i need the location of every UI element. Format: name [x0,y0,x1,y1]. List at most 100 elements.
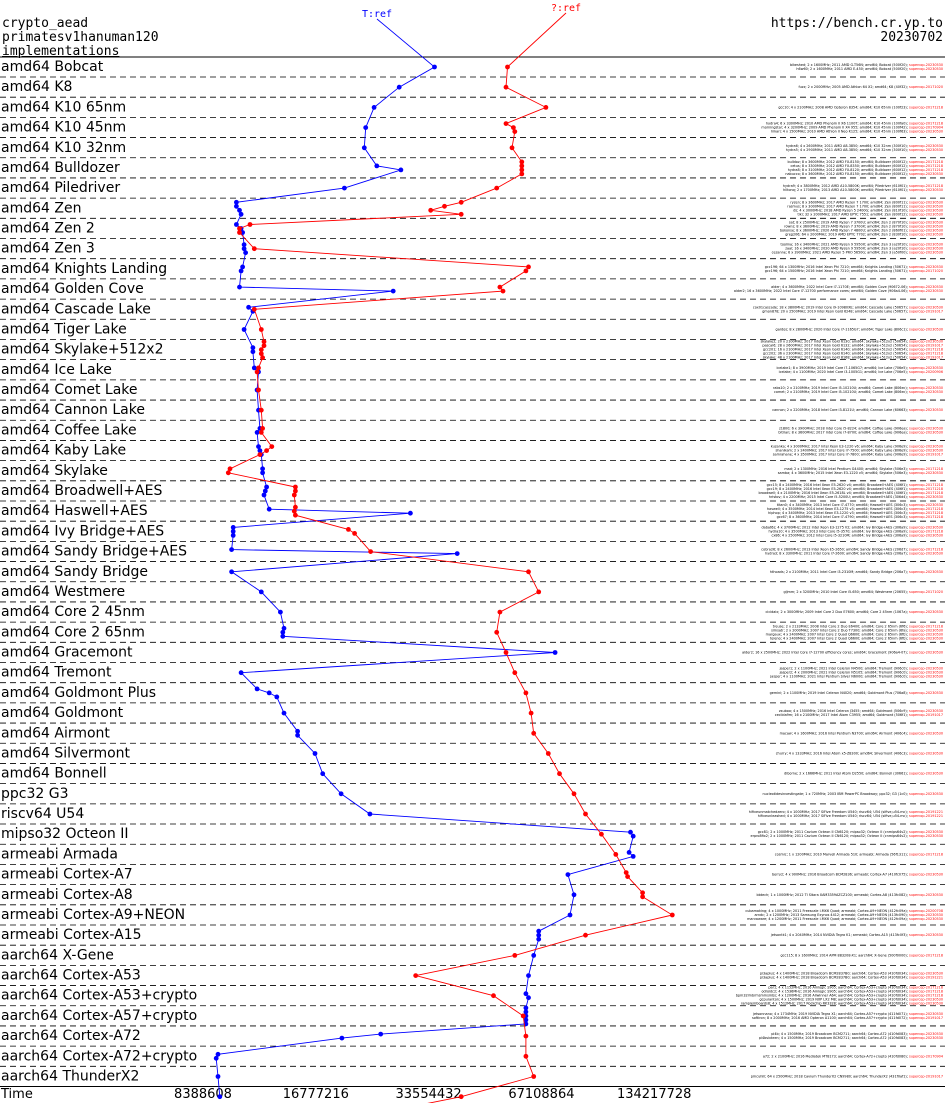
data-point [531,953,537,958]
data-point [269,444,275,449]
data-point [274,694,280,700]
machine-note: gcc202; 36 x 2300MHz; 2017 Intel Xeon Go… [763,352,943,356]
row-label: armeabi Armada [1,846,118,862]
data-point [215,1074,221,1079]
data-point [497,609,503,615]
machine-note: hristov; 4 x 2200MHz; 2015 Intel Core i5… [769,495,943,499]
machine-note: gljmm; 2 x 3200MHz; 2010 Intel Core i5-6… [784,590,944,594]
data-point [237,230,242,235]
row-label: amd64 K8 [1,79,72,95]
data-point [261,339,267,345]
machine-note: sat; 8 x 2500MHz; 2019 AMD Ryzen 7 3700U… [789,221,943,225]
row-label: armeabi Cortex-A15 [1,927,142,943]
machine-note: margaux; 4 x 2400MHz; 2007 Intel Core 2 … [766,632,943,636]
series-line [215,18,635,1097]
machine-note: hthoads; 2 x 2100MHz; 2011 Intel Core i3… [770,570,943,574]
data-point [509,145,515,151]
machine-note: berry2; 4 x 900MHz; 2016 Broadcom BCM283… [772,873,943,877]
machine-note: cubamaking; 4 x 1000MHz; 2011 Freescale … [745,909,943,913]
data-point [630,833,636,839]
data-point [519,171,525,177]
machine-note: pi4b; 4 x 1500MHz; 2019 Broadcom BCM2711… [771,1032,943,1036]
data-point [241,327,247,332]
machine-note: alder2; 16 x 3600MHz; 2022 Intel Core i7… [734,289,943,293]
machine-note: rampiemboards8; 4 x 1512MHz; 2017 Rockch… [741,1002,943,1006]
data-point [526,569,531,575]
implementations-link[interactable]: implementations [2,44,120,59]
machine-note: gcc19; 8 x 2400MHz; 2016 Intel Xeon E5-2… [767,487,943,491]
data-point [293,504,298,510]
data-point [251,246,257,252]
data-point [454,551,460,556]
machine-note: zsuboo; 4 x 1500MHz; 2016 Intel Celeron … [779,709,943,713]
machine-note: odroidc2; 4 x 1536MHz; 2016 Amlogic S905… [761,990,943,994]
data-point [519,163,525,169]
data-point [531,730,537,736]
data-point [266,690,272,696]
x-tick-label: 8388608 [174,1087,232,1102]
data-point [254,369,260,375]
data-point [503,121,509,126]
data-point [500,288,506,294]
data-point [536,928,542,934]
machine-note: gmon878; 20 x 2500MHz; 2019 Intel Xeon G… [762,309,943,313]
data-point [238,211,244,217]
row-label: amd64 Core 2 65nm [1,624,145,640]
data-point [261,492,267,498]
machine-note: shanikam; 2 x 2400MHz; 2017 Intel Core i… [775,449,943,453]
data-point [243,250,249,256]
data-point [511,125,516,130]
row-label: amd64 Zen 3 [1,241,95,257]
data-point [408,510,413,516]
data-point [363,125,369,130]
data-point [599,831,604,837]
data-point [320,771,326,777]
machine-note: cosmic; 1 x 1200MHz; 2010 Marvell Armada… [775,852,943,856]
data-point [531,1074,537,1079]
series-line [227,12,674,1103]
data-point [258,347,264,353]
machine-note: jasper; 4 x 1100MHz; 2021 Intel Pentium … [769,675,943,679]
data-point [523,1053,529,1059]
x-tick-label: 33554432 [396,1087,462,1102]
machine-note: softiron; 8 x 2000MHz; 2016 AMD Opteron … [752,1016,943,1020]
data-point [280,629,286,635]
machine-note: treuse; 2 x 2133MHz; 2008 Intel Core 2 D… [773,624,943,628]
data-point [247,222,253,227]
row-label: amd64 Comet Lake [1,382,138,398]
data-point [669,912,675,918]
data-point [234,203,239,209]
row-label: amd64 Westmere [1,584,125,600]
data-point [234,222,239,227]
machine-note: mad; 2 x 1300MHz; 2016 Intel Pentium G44… [784,467,943,471]
data-point [258,407,264,413]
machine-note: morningstar; 4 x 3200MHz; 2009 AMD Pheno… [761,126,943,130]
machine-note: cicidaix; 2 x 3000MHz; 2009 Intel Core 2… [766,610,943,614]
data-point [458,1094,464,1100]
machine-note: bitrian; 8 x 3600MHz; 2017 Intel Core i7… [778,430,943,434]
data-point [503,650,509,655]
data-point [442,203,447,209]
data-point [281,625,287,631]
machine-note: gemini; 2 x 1100MHz; 2019 Intel Celeron … [770,691,943,695]
machine-note: churry; 4 x 1333MHz; 2016 Intel Atom x5-… [776,751,943,755]
machine-note: hydra5; 4 x 2900MHz; 2011 AMD A8-3850; a… [786,148,943,152]
machine-note: toolina; 16 x 3400MHz; 2021 AMD Ryzen 9 … [781,243,943,247]
data-point [583,932,588,938]
data-point [230,529,236,534]
machine-note: diborne; 2 x 1666MHz; 2011 Intel Atom D2… [784,772,943,776]
data-point [557,771,562,777]
machine-note: hydra3; 8 x 3300MHz; 2011 Intel Core i7-… [765,552,943,556]
row-label: aarch64 Cortex-A53 [1,968,141,984]
row-label: amd64 Ice Lake [1,362,112,378]
machine-note: macaw; 4 x 1600MHz; 2016 Intel Pentium N… [780,731,943,735]
data-point [623,870,629,875]
machine-note: titan0; 4 x 3400MHz; 2013 Intel Core i7-… [777,503,943,507]
row-label: amd64 Cannon Lake [1,402,145,418]
data-point [458,199,464,205]
site-url[interactable]: https://bench.cr.yp.to [770,16,943,31]
machine-note: z1800; 6 x 3900MHz; 2018 Intel Core i5-8… [779,426,943,430]
machine-note: bpm32lmbrmsmmsmbs; 4 x 1200MHz; 2016 All… [736,994,943,998]
machine-note: bbtech; 1 x 1000MHz; 2012 TI Sitara XAM3… [756,893,943,897]
machine-note: tiki; 32 x 2000MHz; 2017 AMD EPYC 7551; … [797,212,943,216]
